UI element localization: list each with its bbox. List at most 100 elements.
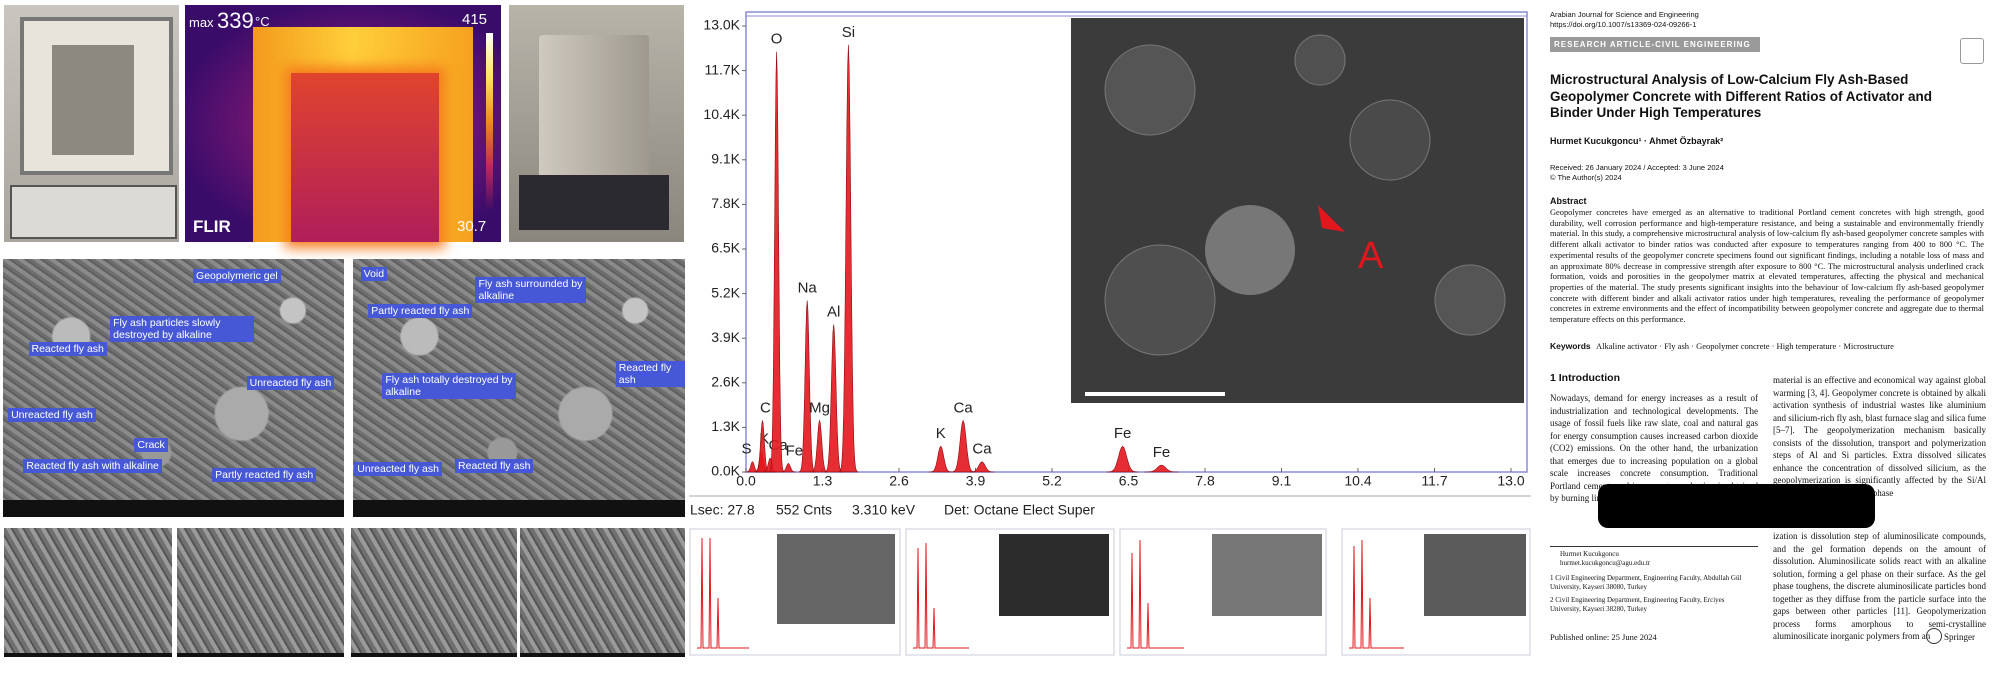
title: Microstructural Analysis of Low-Calcium … [1550, 72, 1933, 120]
inset-particle [1294, 34, 1346, 86]
furnace-base [10, 185, 177, 239]
keywords: Alkaline activator · Fly ash · Geopolyme… [1596, 341, 1894, 351]
y-tick-label: 10.4K [703, 106, 740, 122]
sem-label: Unreacted fly ash [8, 408, 96, 423]
sem-label: Void [360, 266, 388, 281]
abstract-heading: Abstract [1550, 196, 1587, 206]
sem-inset: A [1071, 18, 1524, 403]
y-tick-label: 13.0K [703, 17, 740, 33]
affiliation: 2 Civil Engineering Department, Engineer… [1550, 596, 1725, 613]
intro-right-1: material is an effective and economical … [1773, 375, 1986, 498]
footnote-rule [1550, 546, 1758, 547]
x-tick-label: 6.5 [1119, 473, 1139, 489]
sem-label: Geopolymeric gel [193, 269, 281, 284]
x-tick-label: 9.1 [1272, 473, 1292, 489]
x-tick-label: 13.0 [1497, 473, 1524, 489]
published: Published online: 25 June 2024 [1550, 632, 1657, 642]
cool-zone [291, 73, 439, 242]
scale-max: 415 [462, 11, 488, 28]
publisher: Springer [1944, 632, 1975, 642]
peak-label: Fe [1114, 425, 1132, 442]
peak-label: Si [842, 24, 855, 41]
paper-page: Arabian Journal for Science and Engineer… [1540, 0, 2000, 684]
sem-thumbnail [177, 528, 344, 657]
thumb-inset [1212, 534, 1322, 616]
thermal-image: max 339 °C 415 30.7 FLIR [185, 5, 501, 242]
x-tick-label: 1.3 [813, 473, 833, 489]
thumb-spectrum [697, 537, 749, 649]
sem-label: Unreacted fly ash [354, 461, 442, 476]
sem-image: Void Fly ash surrounded by alkaline Partly… [353, 259, 685, 517]
scale-bar [1085, 392, 1225, 396]
peak-label: Ca [972, 441, 992, 458]
live-time: Lsec: 27.8 [690, 502, 755, 518]
thumb-inset [777, 534, 895, 624]
furnace-chamber [52, 45, 134, 155]
x-tick-label: 10.4 [1344, 473, 1371, 489]
furnace-photo [4, 5, 179, 242]
thumb-spectrum [1349, 539, 1404, 649]
peak-label: K [936, 425, 946, 442]
y-tick-label: 9.1K [711, 151, 740, 167]
detector: Det: Octane Elect Super [944, 502, 1095, 518]
peak-label: C [760, 400, 771, 417]
corresponding-name: Hurmet Kucukgoncu [1560, 550, 1619, 558]
update-badge [1960, 38, 1984, 64]
peak-label: Ca [954, 400, 974, 417]
corresponding-email: hurmet.kucukgoncu@agu.edu.tr [1560, 559, 1651, 567]
sem-info-bar [3, 500, 344, 517]
redaction [1598, 484, 1875, 528]
eds-thumbnails [689, 528, 1531, 656]
peak-label: Al [827, 303, 840, 320]
peak [929, 445, 953, 473]
eds-chart: 0.0K1.3K2.6K3.9K5.2K6.5K7.8K9.1K10.4K11.… [689, 11, 1531, 518]
peak [838, 44, 859, 473]
y-tick-label: 1.3K [711, 418, 740, 434]
inset-particle [1205, 205, 1295, 295]
sem-label: Fly ash totally destroyed by alkaline [382, 372, 516, 399]
peak [780, 463, 797, 473]
sem-label: Fly ash particles slowly destroyed by al… [110, 316, 254, 343]
thumb-spectrum [1127, 539, 1184, 649]
inset-particle [1104, 244, 1216, 356]
journal: Arabian Journal for Science and Engineer… [1550, 10, 1699, 19]
keywords-heading: Keywords [1550, 341, 1591, 351]
peak-label: O [771, 31, 783, 48]
colorbar [486, 33, 493, 211]
y-tick-label: 3.9K [711, 329, 740, 345]
x-tick-label: 3.9 [966, 473, 986, 489]
sem-label: Reacted fly ash [615, 361, 685, 388]
peak-label: Fe [1153, 444, 1171, 461]
y-tick-label: 6.5K [711, 240, 740, 256]
inset-particle [1104, 44, 1196, 136]
peak-label: Mg [809, 400, 830, 417]
dates: Received: 26 January 2024 / Accepted: 3 … [1550, 163, 1724, 172]
y-tick-label: 2.6K [711, 374, 740, 390]
x-tick-label: 11.7 [1421, 473, 1447, 489]
sem-label: Reacted fly ash [28, 341, 107, 356]
x-tick-label: 5.2 [1042, 473, 1062, 489]
copyright: © The Author(s) 2024 [1550, 173, 1622, 182]
peak [1144, 464, 1179, 473]
cube [539, 35, 649, 185]
inset-arrow [1318, 205, 1345, 232]
sem-label: Reacted fly ash with alkaline [23, 459, 162, 474]
sem-thumbnail [520, 528, 685, 657]
peak-label: Na [798, 279, 818, 296]
cube-photo [509, 5, 684, 242]
y-tick-label: 11.7K [704, 61, 740, 77]
peak-label: Fe [786, 442, 804, 459]
brand: FLIR [193, 217, 231, 236]
sem-image: Geopolymeric gel Fly ash particles slowly… [3, 259, 344, 517]
y-tick-label: 5.2K [711, 284, 740, 300]
thumb-spectrum [913, 542, 969, 649]
inset-label: A [1358, 235, 1384, 277]
peak [969, 461, 995, 473]
sem-info-bar [353, 500, 685, 517]
sem-label: Partly reacted fly ash [368, 303, 473, 318]
counts: 552 Cnts [776, 502, 832, 518]
peak [1106, 445, 1139, 473]
eds-thumb [905, 528, 1115, 656]
sem-thumbnail [351, 528, 517, 657]
